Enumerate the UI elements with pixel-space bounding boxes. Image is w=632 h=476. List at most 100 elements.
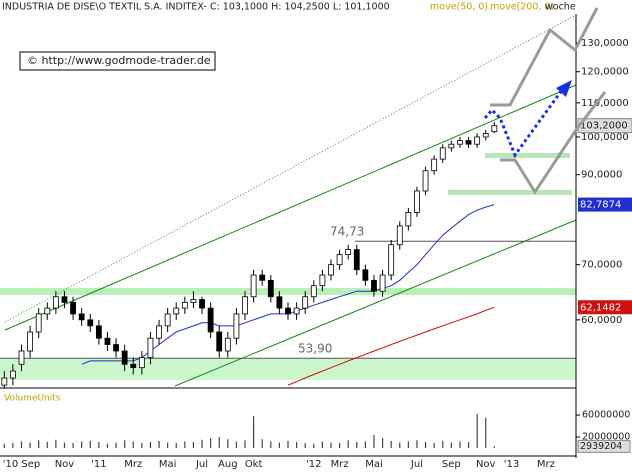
candle-body [190,299,197,303]
volume-title: VolumeUnits [4,394,61,404]
candle-body [233,313,240,339]
watermark: © http://www.godmode-trader.de [27,54,211,67]
x-tick-label: Okt [245,459,263,470]
candle-body [216,331,223,352]
projection-path [500,91,607,195]
x-tick-label: Jul [410,459,423,470]
legend-entry: move(50, 0) [430,2,488,13]
candle-body [482,132,489,138]
y-tick-label: 70,0000 [581,260,622,271]
support-band [0,288,576,295]
candle-body [319,274,326,287]
support-band [0,358,576,380]
candle-body [388,244,395,276]
candle-body [95,325,102,339]
x-tick-label: '10 Sep [3,459,41,470]
candle-body [474,136,481,145]
moving-average [287,306,495,386]
candle-body [405,212,412,227]
candle-body [156,325,162,339]
y-tick-label: 20000000 [582,432,630,443]
y-tick-label: 90,0000 [581,170,622,181]
candle-body [491,125,498,133]
price-label-box [578,197,632,212]
candle-body [181,301,188,309]
candle-body [121,350,128,365]
projection [483,7,607,195]
candle-body [465,140,472,145]
y-tick-label: 110,0000 [581,98,629,109]
x-tick-label: Mrz [331,459,349,470]
candle-body [52,296,59,309]
candle-body [173,307,180,315]
candle-body [345,249,352,255]
candle-body [44,307,51,315]
x-tick-label: Mai [365,459,383,470]
candle-body [250,274,257,298]
candle-body [267,279,274,298]
y-tick-label: 120,0000 [581,67,629,78]
candle-body [199,299,205,309]
price-label: 103,2000 [580,121,628,132]
price-label: 82,7874 [580,200,621,211]
candle-body [18,350,25,365]
candle-body [328,264,334,276]
candle-body [371,279,377,292]
candle-body [130,363,137,369]
candle-body [113,344,119,352]
period-label: woche [545,2,576,13]
candle-body [27,331,33,352]
candle-body [457,140,463,145]
candle-body [302,296,309,309]
price-label: 62,1482 [580,302,621,313]
price-label-box [578,300,632,315]
candle-body [336,254,343,266]
candle-body [1,377,8,386]
candle-body [439,147,446,160]
candle-body [448,143,455,149]
candle-body [285,307,291,315]
candle-body [104,337,111,345]
candle-body [293,307,300,315]
y-tick-label: 60,0000 [581,315,622,326]
y-tick-label: 130,0000 [581,38,629,49]
target-band [448,190,572,195]
candle-body [242,296,248,315]
candle-body [9,370,16,379]
candle-body [138,357,145,369]
volume-label-box [577,439,631,453]
trend-channel [4,84,577,331]
volume-label: 2939204 [580,441,622,452]
x-tick-label: '12 [306,459,321,470]
candle-body [396,225,403,246]
x-tick-label: Sep [442,459,461,470]
projection-path [490,7,599,107]
y-tick-label: 100,0000 [581,132,629,143]
candle-body [362,269,369,281]
candle-body [207,307,214,333]
target-band [485,153,570,158]
x-tick-label: Nov [55,459,75,470]
candle-body [147,337,154,358]
candle-body [224,337,231,352]
candle-body [164,313,171,327]
candle-body [353,249,360,271]
projection-path [483,89,564,159]
candle-body [422,170,429,192]
candle-body [276,296,283,309]
candle-body [414,190,420,213]
legend-entry: move(200, 0) [490,2,554,13]
trend-channel [4,14,577,323]
x-tick-label: Mrz [124,459,142,470]
chart-title: INDUSTRIA DE DISE\O TEXTIL S.A. INDITEX-… [2,2,390,13]
candle-body [70,301,76,315]
x-tick-label: Jul [195,459,208,470]
candle-body [431,158,438,172]
candle-body [78,313,85,321]
x-tick-label: Mrz [537,459,555,470]
candle-body [310,285,317,298]
x-tick-label: Mai [159,459,177,470]
